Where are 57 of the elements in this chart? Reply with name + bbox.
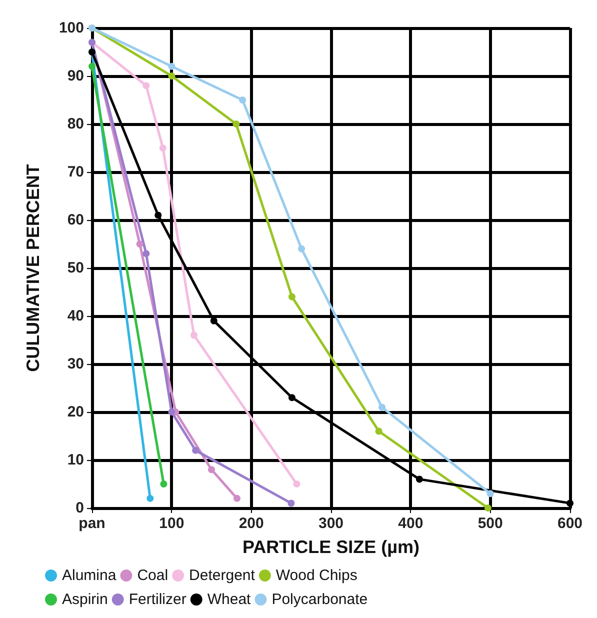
point bbox=[142, 250, 150, 258]
legend-label: Detergent bbox=[189, 567, 256, 584]
point bbox=[190, 332, 198, 339]
legend-label: Coal bbox=[137, 567, 168, 584]
point bbox=[208, 466, 215, 474]
y-tick-label: 10 bbox=[67, 452, 84, 468]
point bbox=[88, 62, 96, 70]
legend-label: Aspirin bbox=[62, 591, 108, 608]
point bbox=[168, 408, 176, 416]
x-tick-label: 200 bbox=[238, 515, 264, 532]
point bbox=[288, 394, 296, 402]
y-axis-title: CULUMATIVE PERCENT bbox=[23, 164, 43, 372]
x-tick-label: 300 bbox=[318, 515, 344, 532]
point bbox=[168, 62, 176, 70]
point bbox=[416, 476, 423, 483]
y-tick-label: 70 bbox=[67, 164, 84, 180]
y-tick-label: 60 bbox=[67, 212, 84, 228]
point bbox=[168, 72, 176, 80]
y-tick-label: 40 bbox=[67, 308, 84, 324]
legend-label: Alumina bbox=[62, 567, 117, 584]
point bbox=[136, 240, 144, 248]
x-axis-title: PARTICLE SIZE (µm) bbox=[242, 537, 420, 557]
y-tick-label: 30 bbox=[67, 356, 84, 372]
point bbox=[210, 317, 218, 324]
point bbox=[298, 245, 306, 252]
y-tick-label: 80 bbox=[67, 116, 84, 132]
y-tick-label: 20 bbox=[67, 404, 84, 420]
point bbox=[566, 500, 574, 507]
x-tick-label: pan bbox=[78, 515, 106, 532]
point bbox=[288, 500, 295, 507]
x-tick-label: 600 bbox=[557, 515, 583, 532]
point bbox=[142, 82, 150, 90]
point bbox=[288, 293, 296, 300]
y-tick-label: 90 bbox=[67, 68, 84, 84]
legend-label: Fertilizer bbox=[128, 591, 186, 608]
point bbox=[160, 480, 168, 488]
point bbox=[484, 504, 492, 512]
point bbox=[154, 212, 162, 219]
x-tick-label: 100 bbox=[159, 515, 184, 532]
x-tick-label: 400 bbox=[398, 515, 424, 532]
point bbox=[239, 96, 246, 104]
y-tick-label: 100 bbox=[58, 20, 84, 36]
point bbox=[192, 446, 200, 454]
legend-label: Wheat bbox=[207, 591, 252, 608]
point bbox=[378, 404, 386, 411]
point bbox=[159, 144, 166, 152]
y-tick-label: 0 bbox=[76, 500, 84, 516]
point bbox=[146, 494, 154, 502]
point bbox=[232, 120, 240, 128]
point bbox=[234, 494, 240, 502]
y-tick-label: 50 bbox=[67, 260, 84, 276]
x-tick-label: 500 bbox=[478, 515, 503, 532]
point bbox=[486, 490, 494, 498]
legend-label: Wood Chips bbox=[276, 567, 358, 584]
point bbox=[293, 480, 300, 488]
point bbox=[375, 428, 382, 435]
legend-label: Polycarbonate bbox=[272, 591, 368, 608]
